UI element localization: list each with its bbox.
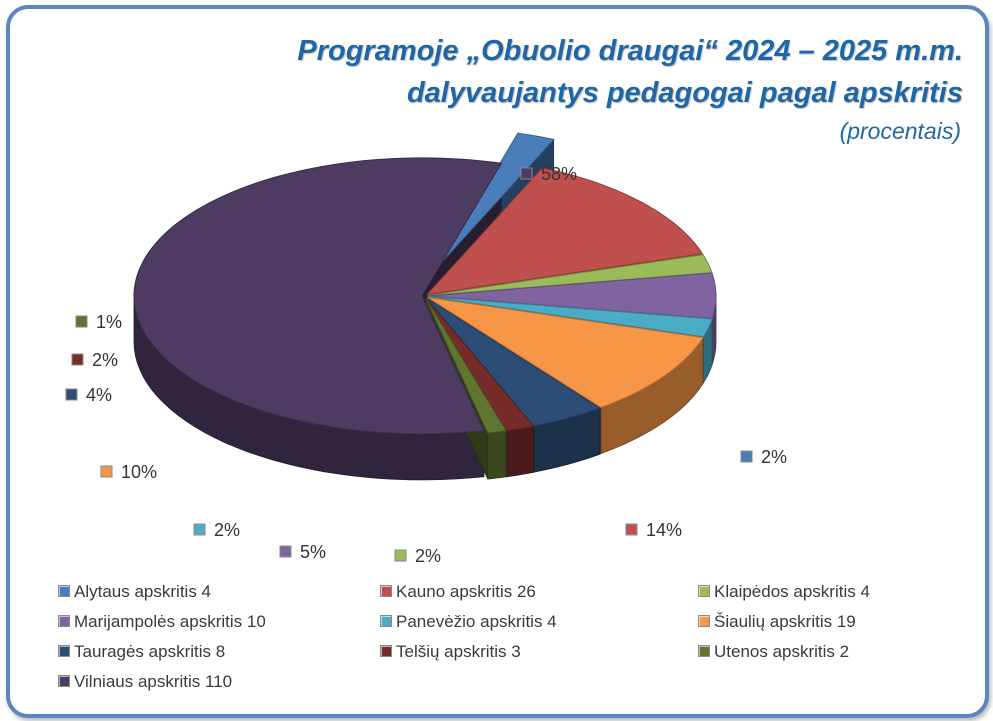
slice-labels: 2% 14% 2% 5% 2% 10% 4% 2% 1% 58%: [65, 164, 787, 566]
legend-item-2: Klaipėdos apskritis 4: [698, 582, 870, 602]
slice-6: [426, 297, 602, 427]
slice-4: [427, 296, 713, 338]
legend-label-9: Vilniaus apskritis 110: [74, 672, 233, 691]
label-swatch-5: [100, 465, 113, 478]
legend-label-3: Marijampolės apskritis 10: [74, 612, 266, 631]
legend-label-5: Šiaulių apskritis 19: [714, 612, 856, 631]
legend-swatch-6: [58, 645, 70, 657]
percent-label-9: 58%: [541, 164, 577, 184]
title-line-1: Programoje „Obuolio draugai“ 2024 – 2025…: [297, 35, 963, 67]
slice-3: [427, 272, 717, 320]
percent-label-7: 2%: [92, 350, 118, 370]
label-swatch-0: [740, 450, 753, 463]
label-swatch-6: [65, 388, 78, 401]
legend-label-7: Telšių apskritis 3: [396, 642, 521, 661]
title-line-2: dalyvaujantys pedagogai pagal apskritis: [406, 77, 963, 109]
label-swatch-4: [193, 523, 206, 536]
legend-item-4: Panevėžio apskritis 4: [380, 612, 557, 632]
legend-item-3: Marijampolės apskritis 10: [58, 612, 266, 632]
legend-label-6: Tauragės apskritis 8: [74, 642, 226, 661]
legend-swatch-0: [58, 585, 70, 597]
slice-8: [425, 298, 507, 434]
legend-swatch-7: [380, 645, 392, 657]
slice-1: [425, 167, 704, 296]
percent-label-4: 2%: [214, 520, 240, 540]
slice-side-7: [506, 425, 534, 478]
percent-label-8: 1%: [96, 312, 122, 332]
legend-swatch-1: [380, 585, 392, 597]
percent-label-0: 2%: [761, 447, 787, 467]
percent-label-6: 4%: [86, 385, 112, 405]
legend-label-4: Panevėžio apskritis 4: [396, 612, 557, 631]
percent-label-1: 14%: [646, 520, 682, 540]
legend-item-1: Kauno apskritis 26: [380, 582, 536, 602]
legend-item-6: Tauragės apskritis 8: [58, 642, 225, 662]
label-swatch-1: [625, 523, 638, 536]
legend-label-2: Klaipėdos apskritis 4: [714, 582, 870, 601]
label-swatch-8: [75, 315, 88, 328]
legend-label-8: Utenos apskritis 2: [714, 642, 850, 661]
percent-label-3: 5%: [300, 542, 326, 562]
legend-swatch-4: [380, 615, 392, 627]
chart-subtitle: (procentais): [839, 118, 961, 144]
slice-2: [427, 254, 713, 296]
chart-title: Programoje „Obuolio draugai“ 2024 – 2025…: [163, 30, 963, 114]
label-swatch-7: [71, 353, 84, 366]
legend-swatch-5: [698, 615, 710, 627]
label-swatch-3: [279, 545, 292, 558]
legend-swatch-3: [58, 615, 70, 627]
legend-label-1: Kauno apskritis 26: [396, 582, 536, 601]
slice-tops: [133, 132, 717, 435]
percent-label-2: 2%: [415, 546, 441, 566]
legend-item-9: Vilniaus apskritis 110: [58, 672, 232, 692]
legend-label-0: Alytaus apskritis 4: [74, 582, 211, 601]
slice-5: [427, 296, 704, 409]
legend-item-5: Šiaulių apskritis 19: [698, 612, 856, 632]
slice-9: [133, 157, 503, 435]
label-swatch-2: [394, 549, 407, 562]
legend-item-8: Utenos apskritis 2: [698, 642, 849, 662]
label-swatch-9: [520, 167, 533, 180]
legend-swatch-9: [58, 675, 70, 687]
legend-item-7: Telšių apskritis 3: [380, 642, 521, 662]
legend-swatch-8: [698, 645, 710, 657]
legend-item-0: Alytaus apskritis 4: [58, 582, 211, 602]
percent-label-5: 10%: [121, 462, 157, 482]
slice-side-8: [487, 430, 507, 480]
legend-swatch-2: [698, 585, 710, 597]
slice-0: [438, 132, 555, 267]
